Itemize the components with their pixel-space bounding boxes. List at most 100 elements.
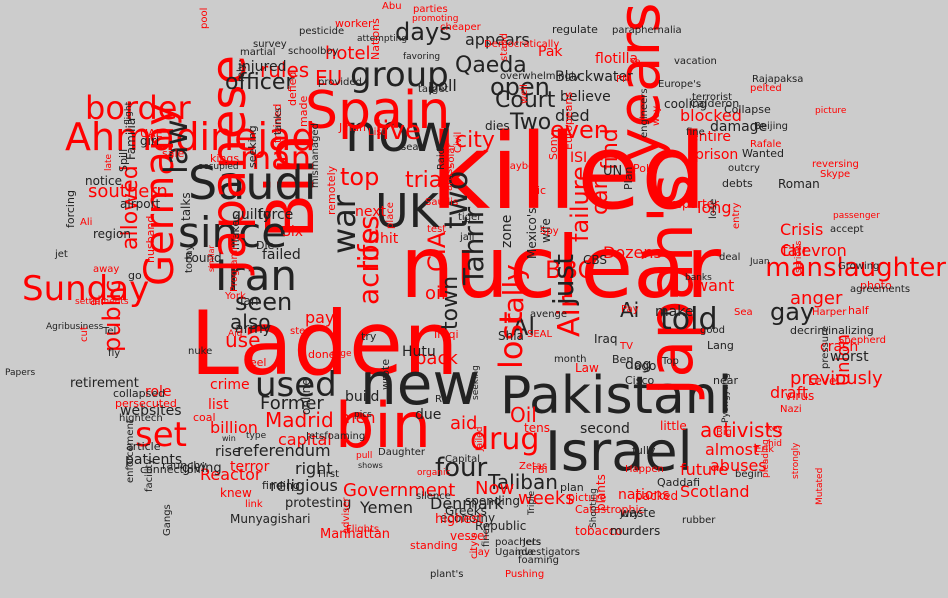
word-draft: draft <box>770 383 809 402</box>
word-tv: TV <box>620 341 633 352</box>
word-now: now <box>345 104 453 164</box>
word-ben: Ben <box>612 353 634 366</box>
word-harper: Harper <box>812 307 847 318</box>
word-debts: debts <box>722 177 753 190</box>
word-erik: Erik <box>755 444 774 455</box>
word-shows: shows <box>358 461 383 470</box>
word-similar: similar <box>207 245 216 273</box>
word-near: near <box>713 374 739 387</box>
word-highest: highest <box>435 512 484 527</box>
word-engineers: engineers <box>639 88 650 138</box>
word-top: top <box>340 163 380 191</box>
word-deal: deal <box>719 252 741 263</box>
word-protesting: protesting <box>285 496 352 511</box>
word-shooting: Shooting <box>589 488 599 529</box>
word-late: late <box>104 154 114 172</box>
word-target: target <box>418 84 449 95</box>
word-role: role <box>145 384 172 400</box>
word-spain: Spain <box>305 81 451 141</box>
word-reversing: reversing <box>812 159 859 170</box>
word-hutu: Hutu <box>402 344 436 360</box>
word-fly: fly <box>108 348 121 359</box>
word-standing: standing <box>410 539 458 552</box>
word-qaddafi: Qaddafi <box>657 476 701 489</box>
word-level: Level <box>808 374 840 388</box>
word-seen: seen <box>235 288 293 316</box>
word-rs: Rs <box>435 394 448 405</box>
word-live: live <box>375 116 421 146</box>
word-enforcement: enforcement <box>125 419 136 483</box>
word-abu: Abu <box>382 1 402 12</box>
word-now: Now <box>475 478 515 499</box>
word-guilty: guilty <box>232 207 272 223</box>
word-ai: Ai <box>620 298 640 322</box>
word-step: step <box>290 326 312 337</box>
word-murders: murders <box>610 524 661 538</box>
word-ago: ago <box>634 359 657 373</box>
word-provided: provided <box>318 77 362 88</box>
word-isi: ISI <box>570 150 588 166</box>
word-triple: Triple <box>527 490 537 516</box>
word-raunchy: raunchy <box>162 459 207 472</box>
word-persecuted: persecuted <box>115 397 177 410</box>
word-ya: Ya <box>630 57 641 68</box>
word-juan: Juan <box>750 257 770 267</box>
word-spill: Spill <box>117 148 130 172</box>
word-giving: giving <box>182 461 222 476</box>
word-little: little <box>660 419 687 433</box>
word-programme: Programme <box>229 233 240 292</box>
word-solar: Solar <box>446 143 457 169</box>
word-reporter: reporter <box>670 197 719 211</box>
word-plan: plan <box>560 481 584 494</box>
word-rafale: Rafale <box>750 139 782 150</box>
word-public: public <box>98 279 126 352</box>
word-feel: feel <box>246 356 267 369</box>
word-believe: believe <box>560 89 611 105</box>
word-taliban: Taliban <box>488 470 558 494</box>
word-drug: drug <box>470 422 540 457</box>
word-place: place <box>385 202 396 229</box>
word-seeking: seeking <box>246 125 259 168</box>
word-group: group <box>350 55 449 95</box>
word-wrote: wrote <box>379 358 392 390</box>
word-papers: Papers <box>5 368 36 378</box>
word-even: even <box>550 116 609 144</box>
word-begin: begin <box>735 469 763 480</box>
word-pay: pay <box>305 308 335 327</box>
word-sea: sea <box>401 142 419 153</box>
word-jury: jury <box>620 509 640 520</box>
word-paraphernalia: paraphernalia <box>612 25 682 36</box>
word-trial: trial <box>405 168 449 193</box>
word-fbi: FBI <box>532 465 548 476</box>
word-saudi: Saudi <box>188 156 317 210</box>
word-tel: Tel <box>103 326 117 337</box>
word-spy: Spy <box>540 226 559 237</box>
word-well: well <box>519 84 530 104</box>
word-happen: Happen <box>625 464 664 475</box>
word-kings: kings <box>210 152 240 165</box>
word-aid: Aid <box>228 329 243 339</box>
word-told: told <box>660 302 718 337</box>
word-passenger: passenger <box>833 211 880 221</box>
word-good: good <box>700 325 725 336</box>
word-york: York <box>225 291 246 302</box>
word-pesticide: pesticide <box>299 26 345 37</box>
word-girl: girl <box>140 134 160 148</box>
word-sea: Sea <box>734 307 753 318</box>
word-top: Top <box>662 356 679 367</box>
word-seeking: seeking <box>471 365 481 401</box>
word-hit: hit <box>380 231 399 247</box>
word-al: Al <box>512 313 536 341</box>
word-border: border <box>85 89 191 127</box>
word-jinan: Jinan <box>339 121 366 134</box>
word-blocked: blocked <box>680 106 742 125</box>
word-pressure: pressure <box>820 325 831 369</box>
word-overwhelmingly: overwhelmingly <box>500 71 580 82</box>
word-ian: Ian <box>240 294 259 308</box>
word-retirement: retirement <box>70 376 139 391</box>
word-talks: talks <box>179 192 193 221</box>
word-southern: southern <box>88 181 168 202</box>
word-sale: sale <box>162 147 185 160</box>
word-today: today <box>184 244 195 273</box>
word-qaeda: Qaeda <box>455 53 527 78</box>
